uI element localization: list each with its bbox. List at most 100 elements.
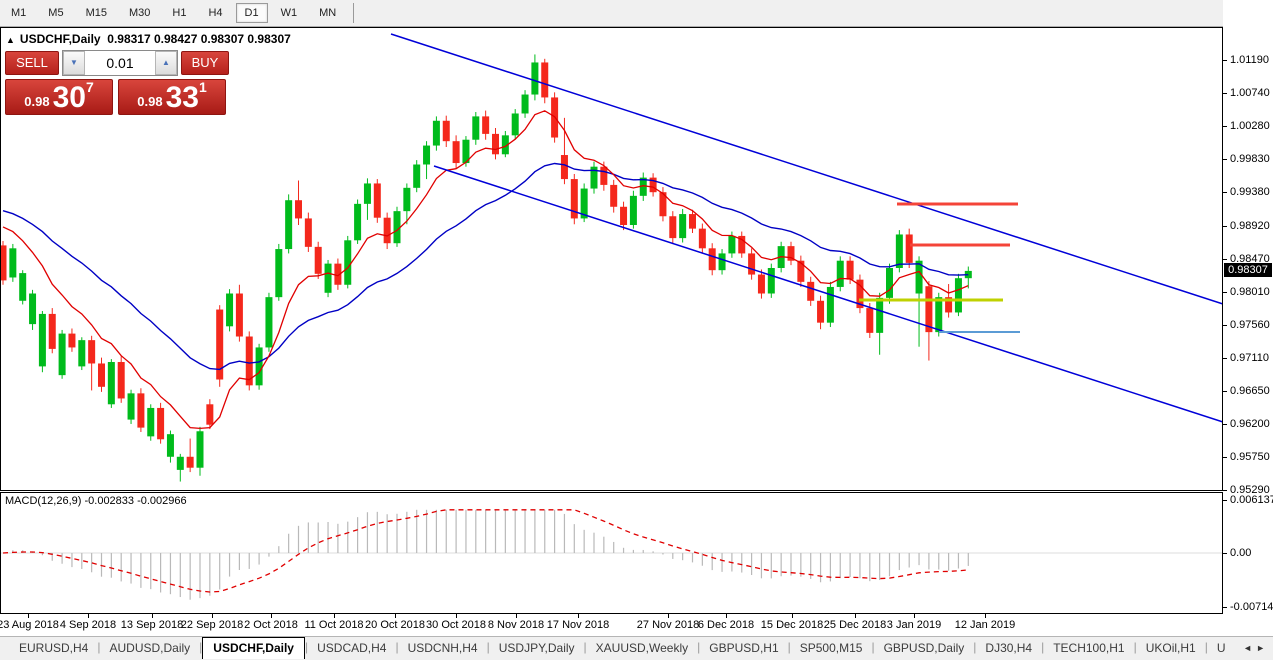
time-axis-tick (395, 614, 396, 618)
tab-separator: | (871, 640, 875, 654)
price-axis-label: 1.00280 (1230, 120, 1270, 132)
time-axis-label: 15 Dec 2018 (760, 619, 824, 631)
price-axis-label: 0.95750 (1230, 451, 1270, 463)
time-axis-label: 8 Nov 2018 (487, 619, 545, 631)
price-axis-tick (1223, 192, 1227, 193)
chart-ohlc-label: 0.98317 0.98427 0.98307 0.98307 (107, 32, 291, 46)
tab-separator: | (199, 640, 203, 654)
time-axis-tick (668, 614, 669, 618)
time-axis-label: 20 Oct 2018 (365, 619, 425, 631)
symbol-tab-audusd-daily[interactable]: AUDUSD,Daily (109, 641, 191, 655)
volume-input[interactable]: 0.01 (106, 55, 134, 71)
time-axis-tick (855, 614, 856, 618)
tab-separator: | (1133, 640, 1137, 654)
time-axis-tick (28, 614, 29, 618)
price-axis: 0.98307 1.01190 1.00740 1.00280 0.99830 0.99… (1223, 0, 1273, 660)
sell-price-point: 7 (85, 79, 94, 95)
tab-separator: | (486, 640, 490, 654)
collapse-chart-icon[interactable]: ▲ (6, 35, 15, 45)
trade-panel: SELL ▼ 0.01 ▲ BUY 0.98 30 7 0.98 33 1 (5, 50, 229, 115)
time-axis-tick (456, 614, 457, 618)
time-axis-label: 2 Oct 2018 (244, 619, 298, 631)
time-axis-tick (88, 614, 89, 618)
sell-button[interactable]: SELL (5, 51, 59, 75)
symbol-tab-sp500-m15[interactable]: SP500,M15 (799, 641, 863, 655)
timeframe-button-w1[interactable]: W1 (280, 7, 298, 19)
timeframe-button-mn[interactable]: MN (319, 7, 337, 19)
time-axis-label: 17 Nov 2018 (546, 619, 610, 631)
time-axis-label: 23 Aug 2018 (0, 619, 59, 631)
price-axis-label: 1.01190 (1230, 54, 1269, 66)
price-axis-label: 0.98470 (1230, 253, 1270, 265)
symbol-tab-eurusd-h4[interactable]: EURUSD,H4 (19, 641, 89, 655)
time-axis-tick (914, 614, 915, 618)
price-axis-label: 0.99830 (1230, 153, 1270, 165)
tab-separator: | (697, 640, 701, 654)
symbol-tab-gbpusd-h1[interactable]: GBPUSD,H1 (709, 641, 779, 655)
time-axis-label: 4 Sep 2018 (59, 619, 117, 631)
macd-axis-tick (1223, 607, 1227, 608)
time-axis-label: 27 Nov 2018 (636, 619, 700, 631)
symbol-tab-usdjpy-daily[interactable]: USDJPY,Daily (498, 641, 575, 655)
symbol-tab-xauusd-weekly[interactable]: XAUUSD,Weekly (595, 641, 689, 655)
macd-axis-label: 0.00 (1230, 547, 1252, 559)
timeframe-button-m15[interactable]: M15 (85, 7, 107, 19)
volume-increase-button[interactable]: ▲ (155, 51, 177, 75)
price-axis-tick (1223, 60, 1227, 61)
symbol-tab-dj30-h4[interactable]: DJ30,H4 (985, 641, 1033, 655)
buy-price-button[interactable]: 0.98 33 1 (118, 79, 226, 115)
time-axis-label: 12 Jan 2019 (954, 619, 1016, 631)
buy-price-point: 1 (198, 79, 207, 95)
price-axis-label: 0.97560 (1230, 319, 1270, 331)
trade-panel-price-row: 0.98 30 7 0.98 33 1 (5, 79, 229, 115)
time-axis: 23 Aug 2018 4 Sep 2018 13 Sep 2018 22 Sep 2… (0, 614, 1223, 636)
timeframe-button-h1[interactable]: H1 (172, 7, 187, 19)
symbol-tab-ukoil-h1[interactable]: UKOil,H1 (1145, 641, 1196, 655)
symbol-tab-u[interactable]: U (1216, 641, 1226, 655)
volume-decrease-button[interactable]: ▼ (63, 51, 85, 75)
macd-canvas (1, 509, 1222, 600)
symbol-tab-usdchf-daily[interactable]: USDCHF,Daily (202, 637, 305, 659)
tab-scroll-right-icon[interactable]: ► (1256, 643, 1269, 653)
current-price-tag: 0.98307 (1224, 263, 1272, 277)
sell-price-button[interactable]: 0.98 30 7 (5, 79, 113, 115)
buy-price-pips: 33 (165, 81, 199, 114)
macd-axis-tick (1223, 500, 1227, 501)
time-axis-label: 22 Sep 2018 (180, 619, 244, 631)
price-axis-label: 0.97110 (1230, 352, 1269, 364)
symbol-tab-tech100-h1[interactable]: TECH100,H1 (1053, 641, 1125, 655)
price-axis-label: 0.99380 (1230, 186, 1270, 198)
buy-button[interactable]: BUY (181, 51, 229, 75)
time-axis-tick (516, 614, 517, 618)
tab-separator: | (304, 640, 309, 654)
macd-pane (0, 492, 1223, 614)
price-axis-tick (1223, 457, 1227, 458)
buy-price-figure: 0.98 (137, 94, 163, 109)
symbol-tab-gbpusd-daily[interactable]: GBPUSD,Daily (883, 641, 965, 655)
price-axis-tick (1223, 490, 1227, 491)
price-axis-tick (1223, 126, 1227, 127)
toolbar-separator (353, 3, 355, 23)
macd-indicator-label: MACD(12,26,9) -0.002833 -0.002966 (5, 495, 187, 507)
sell-price-pips: 30 (52, 81, 86, 114)
timeframe-button-m30[interactable]: M30 (128, 7, 151, 19)
timeframe-button-m5[interactable]: M5 (48, 7, 64, 19)
time-axis-label: 3 Jan 2019 (886, 619, 942, 631)
price-axis-tick (1223, 325, 1227, 326)
symbol-tab-usdcnh-h4[interactable]: USDCNH,H4 (407, 641, 478, 655)
symbol-tab-usdcad-h4[interactable]: USDCAD,H4 (317, 641, 387, 655)
price-axis-tick (1223, 226, 1227, 227)
price-axis-tick (1223, 358, 1227, 359)
timeframe-button-d1[interactable]: D1 (235, 3, 268, 23)
price-axis-tick (1223, 424, 1227, 425)
timeframe-button-m1[interactable]: M1 (11, 7, 27, 19)
chart-title: ▲ USDCHF,Daily 0.98317 0.98427 0.98307 0.… (6, 32, 291, 46)
timeframe-button-h4[interactable]: H4 (208, 7, 223, 19)
price-axis-tick (1223, 259, 1227, 260)
trade-panel-top-row: SELL ▼ 0.01 ▲ BUY (5, 50, 229, 76)
time-axis-tick (726, 614, 727, 618)
price-axis-label: 1.00740 (1230, 87, 1270, 99)
tab-scroll-left-icon[interactable]: ◄ (1243, 643, 1257, 653)
